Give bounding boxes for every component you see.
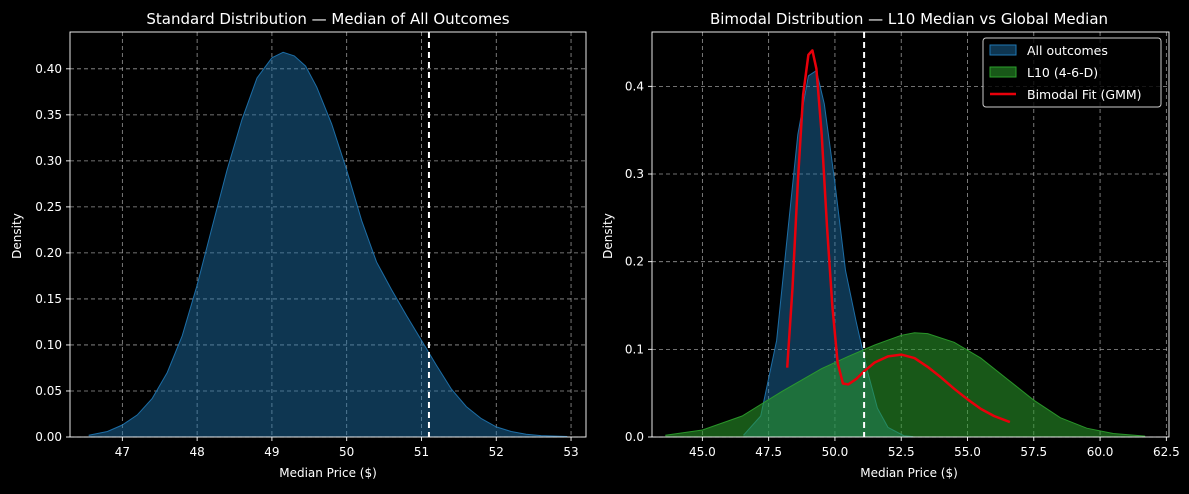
legend: All outcomes L10 (4-6-D) Bimodal Fit (GM… — [982, 37, 1162, 108]
right-series-line-bimodal-fit-gmm — [785, 49, 1011, 424]
legend-label-l10: L10 (4-6-D) — [1027, 65, 1098, 80]
left-y-tick-label: 0.30 — [35, 154, 62, 168]
left-y-tick-label: 0.05 — [35, 384, 62, 398]
left-y-tick-label: 0.20 — [35, 246, 62, 260]
left-x-tick-label: 49 — [264, 445, 279, 459]
right-chart: Bimodal Distribution — L10 Median vs Glo… — [601, 10, 1180, 480]
right-y-tick-label: 0.1 — [625, 342, 644, 356]
legend-swatch-all-outcomes — [989, 44, 1017, 56]
right-plot-area: 45.0 47.5 50.0 52.5 55.0 57.5 60.0 62.5 0.0 0.1 0.… — [625, 31, 1180, 459]
right-x-tick-label: 45.0 — [689, 445, 716, 459]
right-x-tick-label: 47.5 — [755, 445, 782, 459]
left-plot-area: 47 48 49 50 51 52 53 0.00 0.05 0.10 0.15 0.20 0.25 0.… — [35, 31, 587, 459]
left-x-tick-label: 50 — [339, 445, 354, 459]
left-chart: Standard Distribution — Median of All Ou… — [10, 10, 587, 480]
right-x-tick-label: 55.0 — [954, 445, 981, 459]
left-y-tick-label: 0.00 — [35, 430, 62, 444]
right-x-tick-label: 50.0 — [822, 445, 849, 459]
left-y-tick-label: 0.25 — [35, 200, 62, 214]
left-y-tick-label: 0.15 — [35, 292, 62, 306]
left-x-tick-label: 51 — [414, 445, 429, 459]
left-series-fill-density — [88, 52, 568, 438]
left-chart-xlabel: Median Price ($) — [279, 466, 377, 480]
right-chart-ylabel: Density — [601, 213, 615, 259]
right-y-tick-label: 0.2 — [625, 255, 644, 269]
left-series-edge-density — [88, 51, 568, 437]
right-x-tick-label: 52.5 — [888, 445, 915, 459]
left-y-tick-label: 0.40 — [35, 62, 62, 76]
left-x-tick-label: 53 — [563, 445, 578, 459]
right-x-tick-label: 57.5 — [1020, 445, 1047, 459]
right-x-tick-label: 62.5 — [1153, 445, 1180, 459]
right-chart-xlabel: Median Price ($) — [860, 466, 958, 480]
legend-box — [982, 37, 1162, 108]
legend-swatch-l10 — [989, 66, 1017, 78]
left-x-tick-label: 52 — [489, 445, 504, 459]
legend-label-all-outcomes: All outcomes — [1027, 43, 1108, 58]
left-axes-frame — [69, 31, 587, 438]
left-x-tick-label: 47 — [115, 445, 130, 459]
right-y-tick-label: 0.0 — [625, 430, 644, 444]
right-chart-title: Bimodal Distribution — L10 Median vs Glo… — [710, 10, 1108, 28]
right-series-fill-l10-4-6-d — [665, 332, 1146, 437]
right-series-edge-l10-4-6-d — [665, 332, 1146, 437]
right-axes-frame — [651, 31, 1170, 438]
legend-label-gmm: Bimodal Fit (GMM) — [1027, 87, 1142, 102]
left-y-tick-label: 0.35 — [35, 108, 62, 122]
left-chart-title: Standard Distribution — Median of All Ou… — [146, 10, 509, 28]
left-x-tick-label: 48 — [189, 445, 204, 459]
left-y-tick-label: 0.10 — [35, 338, 62, 352]
right-y-tick-label: 0.4 — [625, 79, 644, 93]
left-chart-ylabel: Density — [10, 213, 24, 259]
right-y-tick-label: 0.3 — [625, 167, 644, 181]
right-x-tick-label: 60.0 — [1087, 445, 1114, 459]
